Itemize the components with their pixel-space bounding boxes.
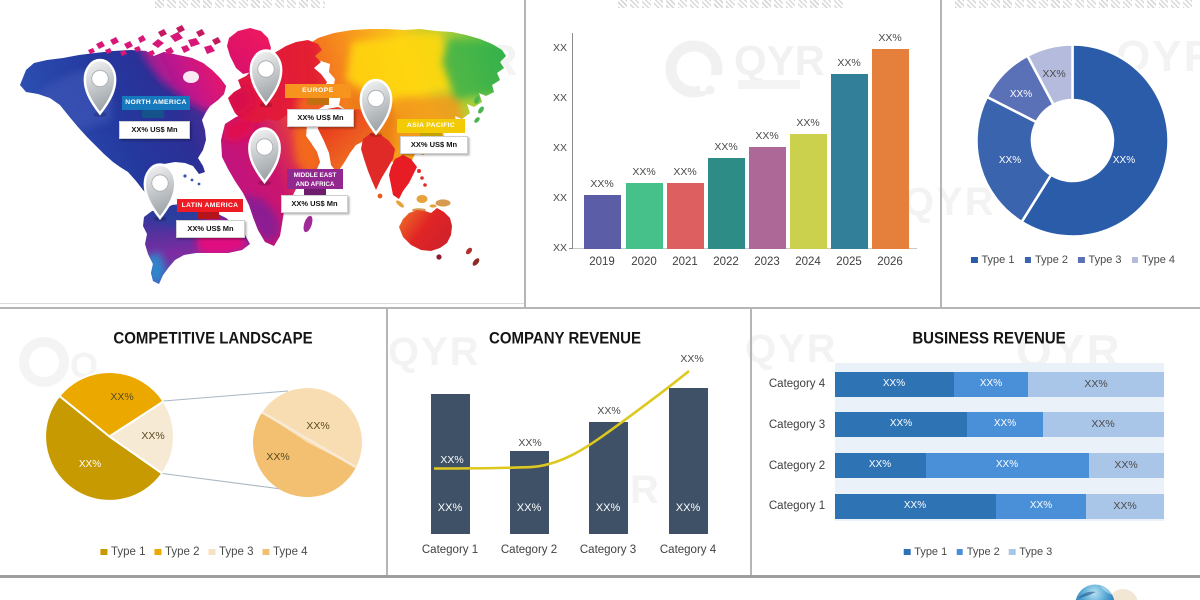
svg-text:QYR: QYR (734, 37, 825, 84)
